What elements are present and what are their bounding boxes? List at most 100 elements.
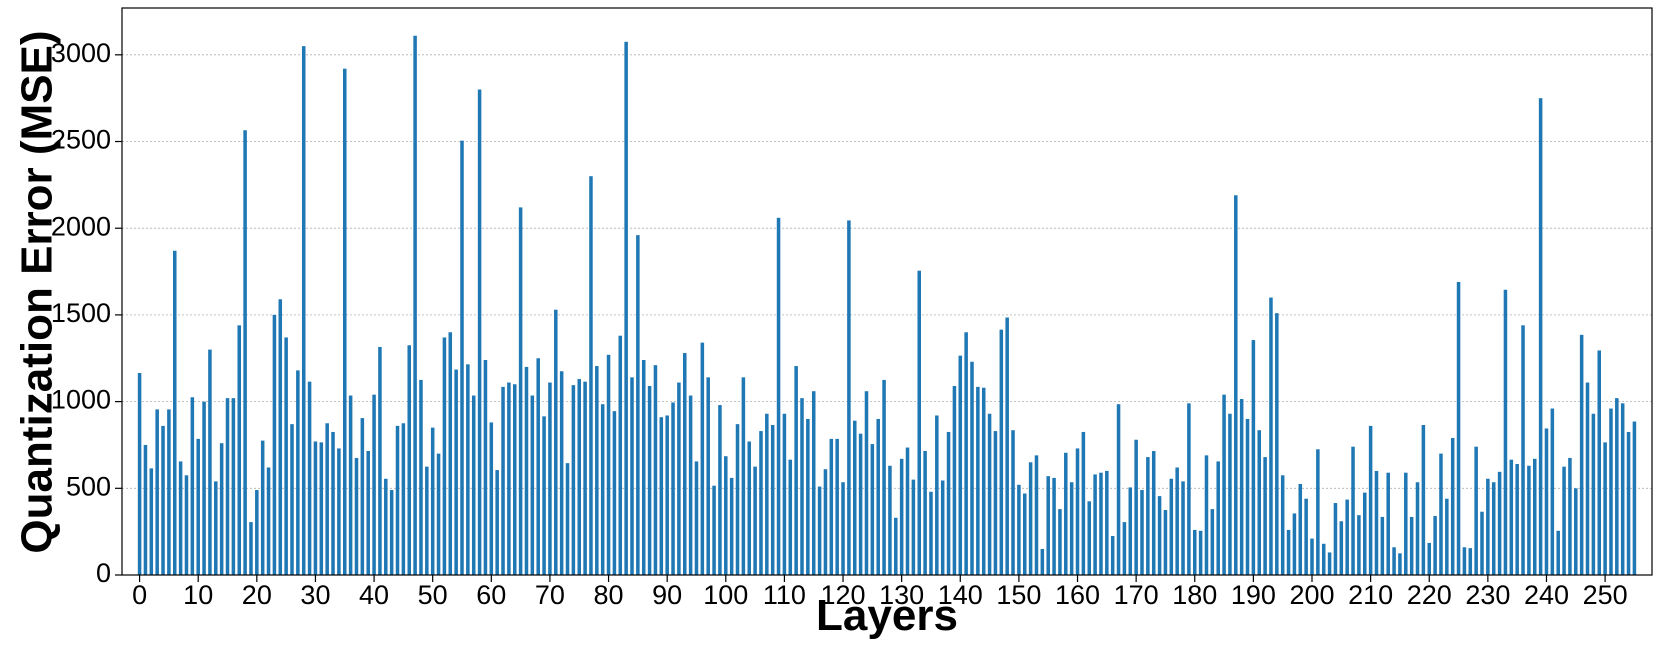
bar xyxy=(589,176,593,575)
bar xyxy=(1327,552,1332,575)
bar xyxy=(1468,548,1473,575)
bar xyxy=(1363,492,1367,575)
bar xyxy=(811,391,816,575)
bar xyxy=(1251,340,1256,575)
bar xyxy=(1181,481,1185,575)
bar xyxy=(266,467,271,575)
bar xyxy=(1257,430,1261,575)
bar xyxy=(958,355,963,575)
x-axis-label: Layers xyxy=(816,591,958,640)
bar xyxy=(1193,529,1197,575)
bar xyxy=(313,441,318,575)
bar xyxy=(278,299,283,575)
bar xyxy=(1480,511,1484,575)
bar xyxy=(1409,516,1414,575)
bar xyxy=(1210,509,1215,575)
bar xyxy=(1169,478,1174,575)
bar xyxy=(706,377,710,575)
bar xyxy=(935,415,939,575)
bar xyxy=(571,385,576,575)
bar xyxy=(155,409,159,575)
bar xyxy=(1198,530,1203,575)
bar xyxy=(389,490,394,575)
bar xyxy=(448,332,453,575)
y-tick-label: 0 xyxy=(96,558,111,588)
bar xyxy=(231,398,236,575)
bar xyxy=(606,354,611,575)
bar xyxy=(1626,431,1631,575)
bar xyxy=(1269,297,1273,575)
bar xyxy=(636,235,640,575)
bar xyxy=(1280,475,1285,575)
bar xyxy=(296,370,300,575)
bar xyxy=(765,413,769,575)
bar xyxy=(1556,530,1560,575)
bar xyxy=(829,438,834,575)
bar xyxy=(243,130,247,576)
bar xyxy=(501,386,505,575)
bar xyxy=(1585,382,1590,575)
x-tick-label: 220 xyxy=(1407,580,1452,610)
bar xyxy=(1286,529,1291,575)
x-tick-label: 250 xyxy=(1583,580,1628,610)
x-tick-label: 210 xyxy=(1348,580,1393,610)
bar xyxy=(1034,455,1039,575)
bar xyxy=(360,418,365,575)
bar xyxy=(694,461,699,575)
y-tick-label: 2000 xyxy=(51,211,111,241)
bar xyxy=(219,443,224,575)
bar xyxy=(1521,325,1525,575)
bar xyxy=(1069,482,1074,575)
bar xyxy=(530,395,535,575)
y-tick-label: 1000 xyxy=(51,385,111,415)
bar xyxy=(471,395,476,575)
bar xyxy=(1040,548,1045,575)
bar xyxy=(1474,446,1478,575)
bar xyxy=(964,332,968,575)
bar xyxy=(442,337,447,575)
bar xyxy=(1216,461,1220,575)
bar xyxy=(1574,488,1578,575)
y-tick-label: 500 xyxy=(66,471,111,501)
bar xyxy=(559,371,564,575)
bar xyxy=(1351,446,1355,575)
bar xyxy=(255,490,259,575)
bar xyxy=(976,386,980,575)
bar xyxy=(583,381,587,575)
bar xyxy=(1134,439,1138,575)
bar xyxy=(653,365,658,575)
bar xyxy=(1609,408,1613,575)
bar xyxy=(1116,404,1121,575)
bar xyxy=(1415,482,1420,575)
bar xyxy=(929,491,933,575)
bar xyxy=(1345,499,1349,575)
bar xyxy=(1204,455,1209,575)
bar xyxy=(1310,538,1314,575)
bar xyxy=(407,345,411,575)
bar xyxy=(1562,466,1566,575)
bar xyxy=(542,416,546,575)
bar xyxy=(1140,490,1144,575)
bar xyxy=(483,359,488,575)
bar xyxy=(946,431,951,575)
bar xyxy=(1433,516,1437,575)
bar xyxy=(1368,425,1373,575)
bar xyxy=(1339,521,1344,575)
bar xyxy=(495,470,499,575)
bar xyxy=(600,404,605,575)
bar xyxy=(284,337,288,575)
x-tick-label: 150 xyxy=(996,580,1041,610)
bar xyxy=(372,394,376,575)
bar xyxy=(1023,493,1027,575)
bar xyxy=(1292,513,1297,575)
bar xyxy=(1110,535,1115,575)
bar xyxy=(554,309,558,575)
bar xyxy=(1222,394,1226,575)
bar xyxy=(993,431,998,575)
bar xyxy=(770,425,775,575)
bar xyxy=(1087,501,1091,575)
bar xyxy=(1064,452,1068,575)
x-tick-label: 120 xyxy=(821,580,866,610)
x-tick-label: 30 xyxy=(300,580,330,610)
bar xyxy=(700,342,705,575)
